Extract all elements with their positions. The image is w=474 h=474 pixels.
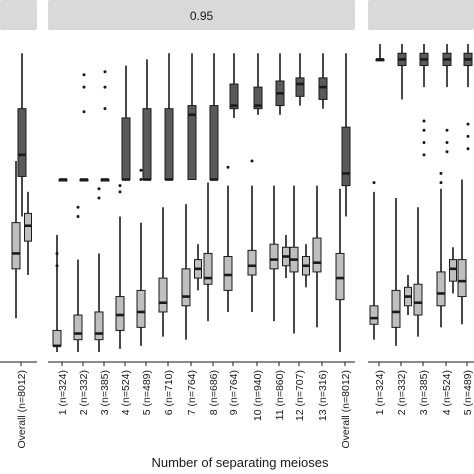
box-upper-1-12-box <box>318 77 328 100</box>
box-upper-1-6-box <box>187 105 197 181</box>
x-tick-label-0-0: Overall (n=8012) <box>16 370 28 449</box>
panel-strip-0 <box>0 0 37 30</box>
x-axis-title: Number of separating meioses <box>151 455 329 470</box>
box-lower-1-4-outlier-1 <box>139 178 143 182</box>
box-lower-1-9-box <box>247 249 257 276</box>
x-tick-label-1-8: 9 (n=764) <box>228 370 240 415</box>
box-lower-2-3-outlier-1 <box>439 181 443 185</box>
box-lower-2-0-outlier-0 <box>372 181 376 185</box>
panels-layer: Overall (n=8012) 0.95 1 (n=324) 2 (n=332) 3 … <box>0 0 474 449</box>
box-upper-2-3-outlier-1 <box>445 141 449 145</box>
box-lower-1-0-box <box>52 329 62 347</box>
box-upper-2-4-outlier-0 <box>466 122 470 126</box>
box-upper-1-13-box <box>341 126 351 187</box>
box-lower-2-0-box <box>369 305 379 325</box>
box-upper-1-9-box <box>253 86 263 110</box>
box-upper-1-4-box <box>142 108 152 181</box>
x-tick-label-1-2: 3 (n=385) <box>99 370 111 415</box>
box-upper-2-3-outlier-0 <box>445 128 449 132</box>
box-upper-2-4-outlier-2 <box>466 147 470 151</box>
x-tick-label-1-10: 11 (n=860) <box>274 370 286 420</box>
x-tick-label-1-0: 1 (n=324) <box>57 370 69 415</box>
box-lower-1-2-outlier-1 <box>97 196 101 200</box>
x-tick-label-2-4: 5 (n=489) <box>462 370 474 415</box>
box-upper-2-2-outlier-0 <box>422 119 426 123</box>
box-lower-2-3-outlier-0 <box>439 171 443 175</box>
box-lower-1-3-outlier-1 <box>118 190 122 194</box>
box-upper-1-1-outlier-2 <box>82 110 86 114</box>
box-upper-1-2-outlier-0 <box>103 70 107 74</box>
box-lower-1-9-outlier-0 <box>250 159 254 163</box>
x-tick-label-2-1: 2 (n=332) <box>396 370 408 415</box>
box-upper-1-7-box <box>209 105 219 181</box>
box-lower-1-2-outlier-0 <box>97 187 101 191</box>
box-lower-1-13-box <box>335 252 345 301</box>
panel-strip-2 <box>368 0 474 30</box>
box-upper-0-0-box <box>17 108 27 177</box>
box-lower-1-7-box <box>203 252 213 285</box>
x-tick-label-1-3: 4 (n=524) <box>120 370 132 415</box>
box-upper-1-11-box <box>295 77 305 97</box>
box-upper-2-2-outlier-3 <box>422 153 426 157</box>
x-tick-label-1-12: 13 (n=316) <box>317 370 329 421</box>
box-lower-1-3-outlier-0 <box>118 184 122 188</box>
box-upper-1-1-outlier-0 <box>82 73 86 77</box>
box-lower-1-3-box <box>115 296 125 331</box>
box-upper-2-4-outlier-1 <box>466 134 470 138</box>
box-extra-0-0-box <box>24 212 32 242</box>
box-lower-1-2-box <box>94 311 104 341</box>
panel-0: Overall (n=8012) <box>0 0 37 449</box>
box-upper-1-2-outlier-2 <box>103 107 107 111</box>
box-lower-1-1-box <box>73 314 83 341</box>
box-upper-1-5-box <box>164 108 174 181</box>
box-lower-1-1-outlier-1 <box>76 214 80 218</box>
x-tick-label-1-6: 7 (n=764) <box>186 370 198 415</box>
x-tick-label-1-7: 8 (n=686) <box>208 370 220 415</box>
box-lower-1-0-outlier-1 <box>55 264 59 268</box>
box-upper-1-1-outlier-1 <box>82 85 86 89</box>
box-lower-2-2-box <box>413 283 423 316</box>
panel-strip-label-1: 0.95 <box>190 9 214 23</box>
box-extra-2-1-box <box>449 259 457 282</box>
panel-strip-1 <box>48 0 355 30</box>
box-upper-2-2-outlier-1 <box>422 128 426 132</box>
x-tick-label-1-9: 10 (n=940) <box>252 370 264 421</box>
box-lower-1-8-outlier-0 <box>226 165 230 169</box>
box-lower-0-0-box <box>11 222 21 270</box>
box-lower-2-4-box <box>457 259 467 298</box>
x-tick-label-1-1: 2 (n=332) <box>78 370 90 415</box>
x-tick-label-2-2: 3 (n=385) <box>418 370 430 415</box>
box-lower-1-4-outlier-0 <box>139 168 143 172</box>
panel-2: 1 (n=324) 2 (n=332) 3 (n=385) 4 (n=524) 5 (n… <box>368 0 474 415</box>
panel-1: 0.95 1 (n=324) 2 (n=332) 3 (n=385) 4 (n=524)… <box>48 0 355 449</box>
x-tick-label-2-3: 4 (n=524) <box>441 370 453 415</box>
box-upper-1-2-outlier-1 <box>103 85 107 89</box>
box-upper-2-3-outlier-2 <box>445 150 449 154</box>
box-lower-1-12-box <box>312 237 322 273</box>
box-upper-1-8-box <box>229 83 239 110</box>
box-lower-1-1-outlier-0 <box>76 205 80 209</box>
box-lower-1-5-box <box>158 277 168 313</box>
box-lower-1-0-outlier-0 <box>55 251 59 255</box>
x-tick-label-1-11: 12 (n=707) <box>294 370 306 421</box>
box-lower-1-6-box <box>181 268 191 307</box>
box-lower-2-3-box <box>436 271 446 307</box>
box-upper-2-2-outlier-2 <box>422 141 426 145</box>
x-tick-label-2-0: 1 (n=324) <box>374 370 386 415</box>
x-tick-label-1-5: 6 (n=710) <box>163 370 175 415</box>
x-tick-label-1-4: 5 (n=489) <box>141 370 153 415</box>
box-lower-1-10-box <box>269 243 279 270</box>
box-lower-1-8-box <box>223 256 233 291</box>
box-upper-1-3-box <box>121 117 131 181</box>
x-tick-label-1-13: Overall (n=8012) <box>340 370 352 449</box>
box-lower-2-1-box <box>391 289 401 328</box>
box-lower-1-4-box <box>136 289 146 328</box>
